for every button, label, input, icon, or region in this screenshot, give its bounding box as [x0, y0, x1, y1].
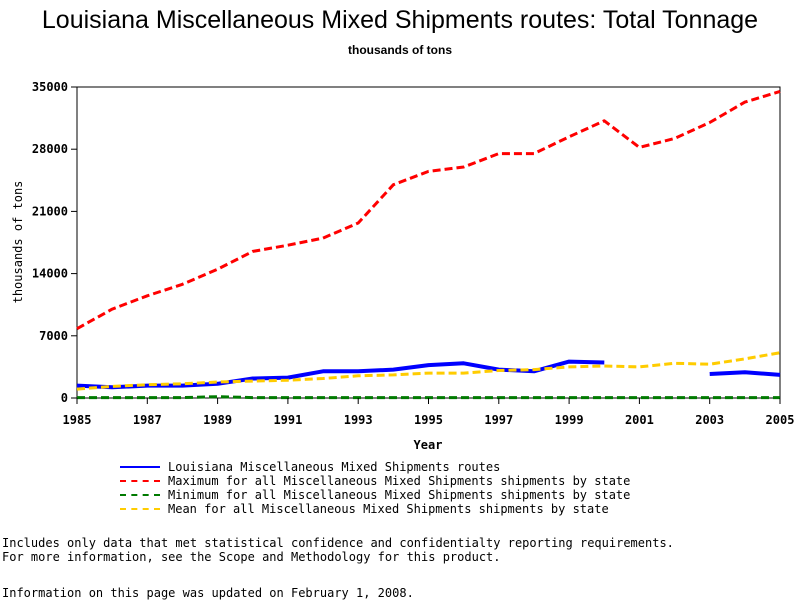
y-axis-label: thousands of tons — [11, 181, 25, 304]
x-tick-label: 2005 — [766, 413, 795, 427]
x-tick-label: 1989 — [203, 413, 232, 427]
legend-item-louisiana: Louisiana Miscellaneous Mixed Shipments … — [120, 460, 630, 474]
y-axis: 0 7000 14000 21000 28000 35000 — [32, 80, 77, 405]
y-tick-label: 7000 — [39, 329, 68, 343]
footnote-confidence: Includes only data that met statistical … — [2, 536, 674, 550]
x-axis-label: Year — [414, 438, 443, 452]
series-minimum-line — [77, 395, 780, 400]
legend-swatch-louisiana — [120, 466, 160, 468]
legend-label-minimum: Minimum for all Miscellaneous Mixed Ship… — [168, 488, 631, 502]
y-tick-label: 0 — [61, 391, 68, 405]
legend-swatch-mean — [120, 508, 160, 510]
x-tick-label: 2001 — [625, 413, 654, 427]
series-maximum-line — [76, 89, 781, 331]
x-tick-label: 1995 — [414, 413, 443, 427]
legend-swatch-minimum — [120, 494, 160, 496]
x-axis: 1985 1987 1989 1991 1993 1995 1997 1999 2001 2003… — [63, 398, 795, 427]
series-mean-line — [76, 351, 781, 391]
chart-subtitle: thousands of tons — [348, 43, 452, 57]
x-tick-label: 1993 — [344, 413, 373, 427]
legend-item-mean: Mean for all Miscellaneous Mixed Shipmen… — [120, 502, 630, 516]
legend-item-maximum: Maximum for all Miscellaneous Mixed Ship… — [120, 474, 630, 488]
legend-label-mean: Mean for all Miscellaneous Mixed Shipmen… — [168, 502, 609, 516]
series-layer — [76, 89, 781, 400]
y-tick-label: 14000 — [32, 267, 68, 281]
x-tick-label: 1991 — [273, 413, 302, 427]
footnote-methodology: For more information, see the Scope and … — [2, 550, 501, 564]
legend-item-minimum: Minimum for all Miscellaneous Mixed Ship… — [120, 488, 630, 502]
y-tick-label: 21000 — [32, 204, 68, 218]
update-notice: Information on this page was updated on … — [2, 586, 414, 600]
x-tick-label: 1987 — [133, 413, 162, 427]
legend-swatch-maximum — [120, 480, 160, 482]
x-tick-label: 2003 — [695, 413, 724, 427]
x-tick-label: 1997 — [484, 413, 513, 427]
plot-area — [76, 86, 781, 399]
y-tick-label: 35000 — [32, 80, 68, 94]
y-tick-label: 28000 — [32, 142, 68, 156]
x-tick-label: 1985 — [63, 413, 92, 427]
series-louisiana-line — [709, 370, 781, 377]
chart-title: Louisiana Miscellaneous Mixed Shipments … — [41, 6, 759, 34]
chart-legend: Louisiana Miscellaneous Mixed Shipments … — [120, 460, 630, 516]
legend-label-louisiana: Louisiana Miscellaneous Mixed Shipments … — [168, 460, 501, 474]
legend-label-maximum: Maximum for all Miscellaneous Mixed Ship… — [168, 474, 631, 488]
x-tick-label: 1999 — [555, 413, 584, 427]
footnotes: Includes only data that met statistical … — [2, 536, 674, 564]
line-chart: 1985 1987 1989 1991 1993 1995 1997 1999 2001 2003… — [11, 80, 795, 452]
